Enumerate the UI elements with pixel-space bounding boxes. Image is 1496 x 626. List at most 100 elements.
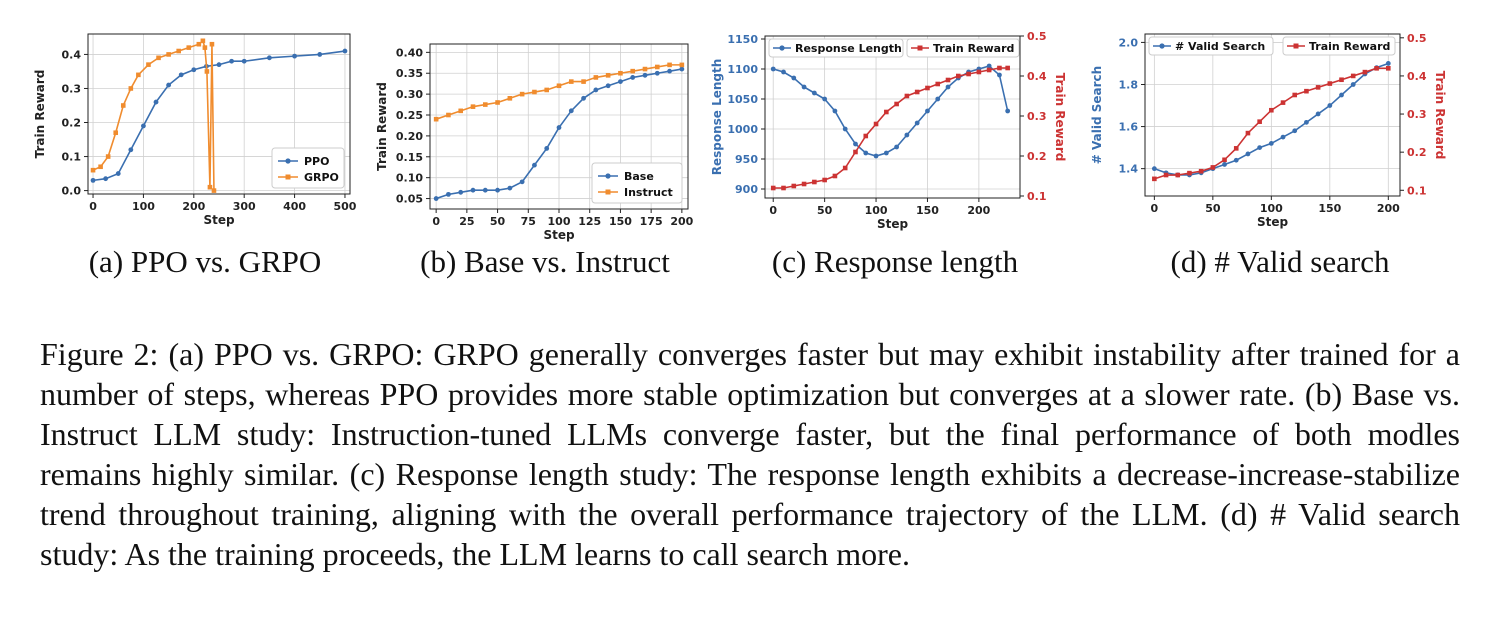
data-point-train-reward [1257, 119, 1262, 124]
data-point-ppo [241, 58, 247, 64]
series-line-train-reward [773, 67, 1008, 189]
subcaption-a: (a) PPO vs. GRPO [88, 244, 322, 279]
y-tick-label: 0.05 [396, 193, 423, 206]
chart-ppo-vs-grpo: 0 100 200 300 400 500 0.0 0.1 0.2 0.3 0.4 Step Train… [33, 33, 357, 227]
legend-label: PPO [304, 155, 329, 168]
data-point-grpo [176, 48, 181, 54]
y-tick-label: 950 [735, 153, 758, 166]
data-point-grpo [90, 167, 96, 173]
data-point-grpo [186, 45, 192, 50]
data-point-response-length [883, 150, 889, 156]
y-axis-label: Train Reward [33, 70, 47, 159]
legend-label: Instruct [624, 186, 673, 199]
data-point-train-reward [1005, 65, 1010, 71]
y-right-tick-label: 0.5 [1407, 32, 1427, 45]
legend-box [1282, 36, 1396, 56]
y-tick-label: 1100 [727, 63, 758, 76]
legend-marker [285, 174, 291, 180]
figure-caption-text: Figure 2: (a) PPO vs. GRPO: GRPO general… [40, 336, 1460, 572]
y-tick-label: 0.1 [62, 151, 82, 164]
data-point-response-length [1005, 108, 1011, 114]
subcaption-d: (d) # Valid search [1170, 244, 1390, 279]
data-point-train-reward [791, 183, 797, 189]
data-point-instruct [556, 83, 562, 89]
data-point-base [605, 83, 611, 89]
y-tick-label: 0.30 [396, 88, 423, 101]
data-point-grpo [120, 103, 126, 108]
data-point-valid-search [1327, 103, 1333, 108]
data-point-base [642, 72, 648, 78]
data-point-train-reward [914, 89, 920, 95]
data-point-response-length [914, 120, 920, 126]
x-tick-label: 150 [916, 204, 939, 217]
x-tick-label: 0 [89, 200, 97, 213]
x-tick-label: 200 [967, 204, 990, 217]
x-tick-label: 100 [132, 200, 155, 213]
series-line-grpo [92, 39, 215, 191]
y-tick-label: 0.2 [62, 117, 82, 130]
data-point-grpo [98, 164, 103, 170]
data-point-response-length [863, 150, 869, 156]
legend-marker [917, 45, 923, 51]
data-point-ppo [115, 171, 121, 176]
data-point-valid-search [1245, 151, 1251, 157]
data-point-train-reward [1362, 69, 1368, 75]
data-point-grpo [196, 41, 202, 47]
y-tick-label: 0.4 [62, 48, 82, 61]
data-point-base [618, 79, 623, 84]
data-point-train-reward [1292, 92, 1298, 98]
data-point-train-reward [997, 65, 1002, 71]
data-point-response-length [925, 108, 930, 114]
data-point-train-reward [832, 173, 838, 179]
data-point-train-reward [770, 185, 776, 191]
legend-marker [285, 158, 291, 164]
data-point-base [568, 108, 574, 114]
data-point-grpo [207, 184, 213, 190]
data-point-ppo [178, 72, 184, 78]
legend-box [1148, 36, 1274, 56]
x-tick-label: 150 [609, 215, 632, 228]
data-point-base [446, 191, 451, 197]
legend-box [906, 38, 1020, 58]
data-point-base [458, 189, 464, 195]
legend-label: Response Length [795, 42, 902, 55]
data-point-train-reward [904, 93, 910, 99]
data-point-train-reward [1350, 73, 1356, 79]
data-point-instruct [519, 91, 525, 97]
y-tick-label: 0.15 [396, 151, 423, 164]
y-tick-label: 2.0 [1119, 36, 1139, 49]
legend-box [768, 38, 904, 58]
data-point-base [679, 66, 685, 72]
x-tick-label: 0 [769, 204, 777, 217]
data-point-response-length [894, 144, 900, 150]
y-right-tick-label: 0.4 [1027, 70, 1047, 83]
data-point-train-reward [1339, 77, 1344, 83]
data-point-ppo [342, 48, 348, 54]
data-point-base [495, 187, 500, 193]
legend-marker [1159, 43, 1165, 49]
x-tick-label: 75 [521, 215, 536, 228]
data-point-train-reward [956, 73, 961, 79]
data-point-valid-search [1292, 128, 1298, 134]
y-right-tick-label: 0.5 [1027, 30, 1047, 43]
x-tick-label: 400 [283, 200, 306, 213]
data-point-train-reward [781, 185, 786, 191]
y-axis-label: Train Reward [375, 82, 389, 171]
y-right-tick-label: 0.3 [1407, 108, 1427, 121]
data-point-base [556, 125, 562, 130]
data-point-train-reward [842, 165, 848, 171]
data-point-response-length [801, 84, 807, 90]
chart-valid-search: 0 50 100 150 200 1.4 1.6 1.8 2.0 0.1 0.2 0.3 0.4 0.5 S… [1090, 32, 1447, 229]
x-axis-label: Step [1257, 215, 1289, 229]
data-point-instruct [495, 100, 500, 105]
data-point-valid-search [1385, 61, 1391, 66]
data-point-train-reward [1315, 85, 1321, 90]
data-point-train-reward [945, 77, 951, 83]
data-point-grpo [136, 72, 141, 78]
data-point-ppo [153, 99, 159, 105]
data-point-train-reward [853, 149, 858, 155]
legend-marker [605, 173, 611, 179]
data-point-valid-search [1280, 134, 1286, 140]
x-tick-label: 50 [490, 215, 506, 228]
y-tick-label: 0.35 [396, 67, 423, 80]
